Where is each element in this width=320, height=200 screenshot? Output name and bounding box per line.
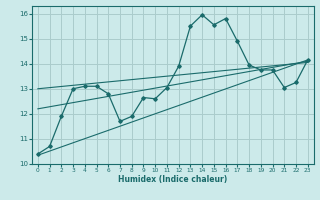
X-axis label: Humidex (Indice chaleur): Humidex (Indice chaleur)	[118, 175, 228, 184]
